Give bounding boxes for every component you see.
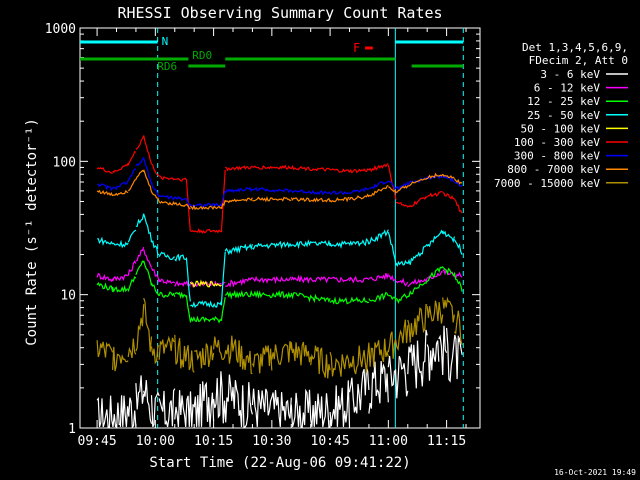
x-tick-label: 09:45 [78, 434, 117, 449]
series-line-2 [96, 260, 463, 324]
x-tick-label: 10:15 [194, 434, 233, 449]
series-line-0 [96, 325, 463, 429]
legend-entry-label: 100 - 300 keV [514, 136, 600, 149]
legend-entry-label: 300 - 800 keV [514, 150, 600, 163]
y-tick-label: 100 [53, 155, 76, 170]
night-label: N [162, 35, 169, 48]
legend-header-line: FDecim 2, Att 0 [529, 54, 628, 67]
y-axis-label: Count Rate (s⁻¹ detector⁻¹) [24, 118, 40, 346]
data-series [96, 135, 463, 429]
legend-header-line: Det 1,3,4,5,6,9, [522, 41, 628, 54]
x-tick-label: 11:15 [427, 434, 466, 449]
legend-entry-label: 6 - 12 keV [534, 82, 601, 95]
series-line-4 [189, 279, 222, 288]
x-tick-label: 10:45 [311, 434, 350, 449]
legend-entry-label: 12 - 25 keV [527, 95, 600, 108]
legend-entry-label: 50 - 100 keV [521, 122, 601, 135]
series-line-8 [96, 296, 463, 379]
y-tick-label: 10 [60, 289, 76, 304]
rd6-label: RD6 [157, 60, 177, 73]
x-tick-label: 10:30 [252, 434, 291, 449]
plot-axes: 1 10 100 1000 09:45 10:00 10:15 10:30 10:45 11:00… [45, 22, 481, 449]
series-line-3 [97, 213, 463, 308]
flare-label: F [353, 41, 360, 55]
plot-frame [79, 27, 481, 429]
y-tick-label: 1000 [45, 22, 76, 37]
x-tick-label: 11:00 [369, 434, 408, 449]
series-line-7 [96, 169, 463, 211]
legend: Det 1,3,4,5,6,9,FDecim 2, Att 03 - 6 keV… [494, 41, 628, 190]
chart-title: RHESSI Observing Summary Count Rates [117, 4, 442, 22]
legend-entry-label: 25 - 50 keV [527, 109, 600, 122]
legend-entry-label: 800 - 7000 keV [507, 163, 600, 176]
observing-status-bars: N RD0 RD6 F [80, 28, 464, 428]
legend-entry-label: 7000 - 15000 keV [494, 177, 600, 190]
y-tick-label: 1 [68, 422, 76, 437]
rd0-label: RD0 [192, 49, 212, 62]
x-tick-label: 10:00 [136, 434, 175, 449]
footer-timestamp: 16-Oct-2021 19:49 [554, 468, 636, 477]
legend-entry-label: 3 - 6 keV [540, 68, 600, 81]
x-axis-label: Start Time (22-Aug-06 09:41:22) [149, 455, 410, 471]
